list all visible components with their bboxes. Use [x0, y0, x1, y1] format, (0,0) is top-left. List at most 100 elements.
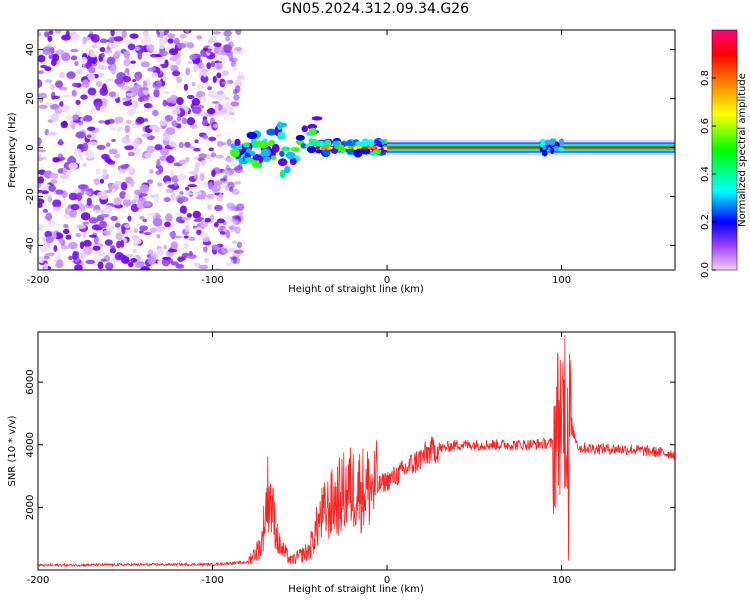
noise-blob: [147, 67, 157, 72]
noise-blob: [68, 255, 73, 261]
noise-blob: [194, 113, 201, 117]
noise-blob: [88, 141, 98, 146]
noise-blob: [111, 138, 116, 143]
noise-blob: [156, 182, 163, 187]
noise-blob: [70, 48, 79, 53]
noise-blob: [234, 165, 244, 174]
noise-blob: [59, 101, 64, 107]
noise-blob: [117, 127, 124, 132]
noise-blob: [223, 30, 232, 37]
noise-blob: [184, 192, 194, 196]
noise-blob: [186, 41, 195, 49]
noise-blob: [181, 252, 190, 258]
noise-blob: [231, 240, 238, 244]
noise-blob: [217, 56, 225, 62]
noise-blob: [193, 174, 199, 180]
noise-blob: [38, 156, 44, 162]
signal-core: [347, 145, 354, 149]
noise-blob: [187, 184, 198, 188]
noise-blob: [162, 99, 168, 107]
signal-blob: [266, 128, 277, 136]
noise-blob: [146, 179, 154, 184]
noise-blob: [68, 192, 79, 201]
noise-blob: [141, 36, 151, 46]
noise-blob: [87, 134, 92, 138]
noise-blob: [147, 249, 154, 255]
noise-blob: [224, 215, 233, 220]
noise-blob: [140, 266, 151, 270]
noise-blob: [76, 224, 87, 230]
signal-blob: [285, 151, 296, 160]
noise-blob: [48, 30, 54, 35]
noise-blob: [110, 245, 116, 249]
noise-blob: [127, 166, 133, 172]
noise-blob: [95, 81, 103, 87]
noise-blob: [225, 36, 231, 42]
noise-blob: [155, 57, 163, 63]
noise-blob: [196, 35, 203, 40]
signal-core: [322, 146, 330, 150]
noise-blob: [178, 159, 187, 165]
noise-blob: [85, 150, 95, 160]
noise-blob: [114, 50, 121, 57]
signal-blob: [256, 140, 262, 146]
noise-blob: [115, 232, 123, 240]
noise-blob: [53, 245, 58, 252]
noise-blob: [135, 74, 141, 82]
noise-blob: [114, 78, 124, 85]
noise-blob: [113, 197, 122, 206]
noise-blob: [177, 42, 187, 49]
noise-blob: [73, 148, 82, 157]
noise-blob: [88, 217, 99, 224]
noise-blob: [105, 262, 114, 270]
signal-disturbance: [544, 139, 552, 145]
noise-blob: [38, 149, 47, 153]
noise-blob: [51, 95, 61, 100]
noise-blob: [49, 172, 59, 179]
noise-blob: [134, 194, 140, 202]
colorbar-tick-label: 0.6: [700, 118, 711, 134]
signal-blob: [353, 148, 363, 158]
noise-blob: [101, 153, 110, 160]
noise-blob: [163, 245, 168, 250]
noise-blob: [213, 46, 219, 55]
noise-blob: [211, 244, 220, 251]
noise-blob: [189, 124, 198, 129]
noise-blob: [216, 218, 225, 224]
noise-blob: [50, 179, 58, 184]
noise-blob: [93, 209, 101, 213]
noise-blob: [89, 52, 97, 58]
noise-blob: [207, 203, 212, 211]
noise-blob: [103, 204, 113, 214]
signal-disturbance: [540, 138, 546, 147]
noise-blob: [156, 234, 161, 239]
noise-blob: [163, 197, 171, 202]
noise-blob: [75, 233, 82, 238]
noise-blob: [103, 230, 110, 235]
noise-blob: [93, 178, 100, 186]
spectrogram-signal: [229, 116, 675, 179]
noise-blob: [81, 79, 90, 88]
noise-blob: [165, 181, 171, 185]
noise-blob: [71, 34, 81, 42]
signal-core: [354, 145, 363, 149]
noise-blob: [215, 133, 222, 138]
noise-blob: [217, 94, 224, 102]
signal-blob: [324, 139, 332, 148]
noise-blob: [86, 197, 92, 206]
noise-blob: [183, 242, 189, 249]
noise-blob: [47, 131, 58, 136]
noise-blob: [38, 104, 48, 110]
signal-core: [361, 146, 369, 150]
x-tick-label: -200: [27, 275, 50, 286]
noise-blob: [225, 261, 232, 267]
noise-blob: [137, 50, 143, 60]
noise-blob: [196, 83, 205, 89]
noise-blob: [181, 216, 191, 221]
noise-blob: [85, 259, 96, 265]
colorbar-tick-label: 0.4: [700, 166, 711, 182]
noise-blob: [166, 155, 175, 164]
noise-blob: [185, 156, 190, 163]
noise-blob: [213, 180, 223, 186]
